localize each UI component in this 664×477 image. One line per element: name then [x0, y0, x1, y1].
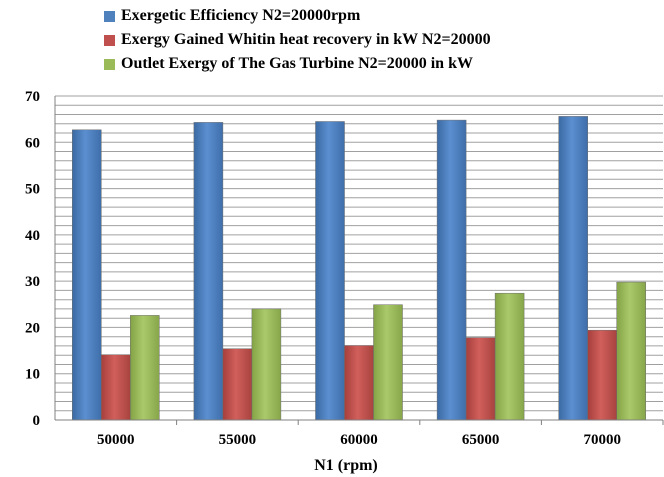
legend-label-outlet-exergy: Outlet Exergy of The Gas Turbine N2=2000…: [121, 55, 473, 72]
x-tick-label: 50000: [97, 432, 135, 448]
legend-swatch-exergy-gained: [104, 34, 115, 46]
axes: [54, 96, 664, 425]
bar-0-2: [315, 121, 345, 421]
bar-1-0: [101, 354, 131, 421]
bar-1-3: [465, 337, 496, 421]
legend-label-exergy-gained: Exergy Gained Whitin heat recovery in kW…: [121, 31, 491, 48]
y-tick-label: 50: [25, 182, 40, 198]
y-tick-label: 0: [33, 413, 41, 429]
y-tick-label: 10: [25, 367, 40, 383]
x-tick-label: 70000: [583, 432, 621, 448]
bar-2-2: [373, 304, 403, 421]
legend-label-efficiency: Exergetic Efficiency N2=20000rpm: [121, 7, 361, 24]
bars: [72, 116, 646, 421]
bar-2-1: [251, 308, 282, 421]
x-tick-label: 55000: [219, 432, 257, 448]
y-tick-labels: 0 10 20 30 40 50 60 70: [25, 89, 40, 429]
legend-item-efficiency: Exergetic Efficiency N2=20000rpm: [104, 4, 491, 28]
bar-0-4: [558, 116, 588, 421]
bar-1-4: [587, 329, 617, 421]
bar-1-2: [344, 345, 374, 421]
bar-1-1: [222, 348, 253, 421]
bar-2-4: [616, 281, 646, 421]
legend-item-exergy-gained: Exergy Gained Whitin heat recovery in kW…: [104, 28, 491, 52]
y-tick-label: 40: [25, 228, 40, 244]
y-tick-label: 20: [25, 320, 40, 336]
legend-swatch-efficiency: [104, 10, 115, 22]
bar-0-0: [72, 129, 102, 421]
bar-0-1: [193, 122, 224, 421]
y-tick-label: 30: [25, 274, 40, 290]
x-tick-labels: 50000 55000 60000 65000 70000: [97, 432, 621, 448]
x-axis-title: N1 (rpm): [314, 457, 378, 474]
y-tick-label: 70: [25, 89, 40, 105]
x-tick-label: 60000: [340, 432, 378, 448]
legend: Exergetic Efficiency N2=20000rpm Exergy …: [104, 4, 491, 76]
bar-2-3: [494, 292, 525, 421]
bar-2-0: [130, 315, 160, 421]
legend-swatch-outlet-exergy: [104, 58, 115, 70]
bar-0-3: [436, 119, 467, 421]
y-tick-label: 60: [25, 135, 40, 151]
legend-item-outlet-exergy: Outlet Exergy of The Gas Turbine N2=2000…: [104, 52, 491, 76]
x-tick-label: 65000: [462, 432, 500, 448]
